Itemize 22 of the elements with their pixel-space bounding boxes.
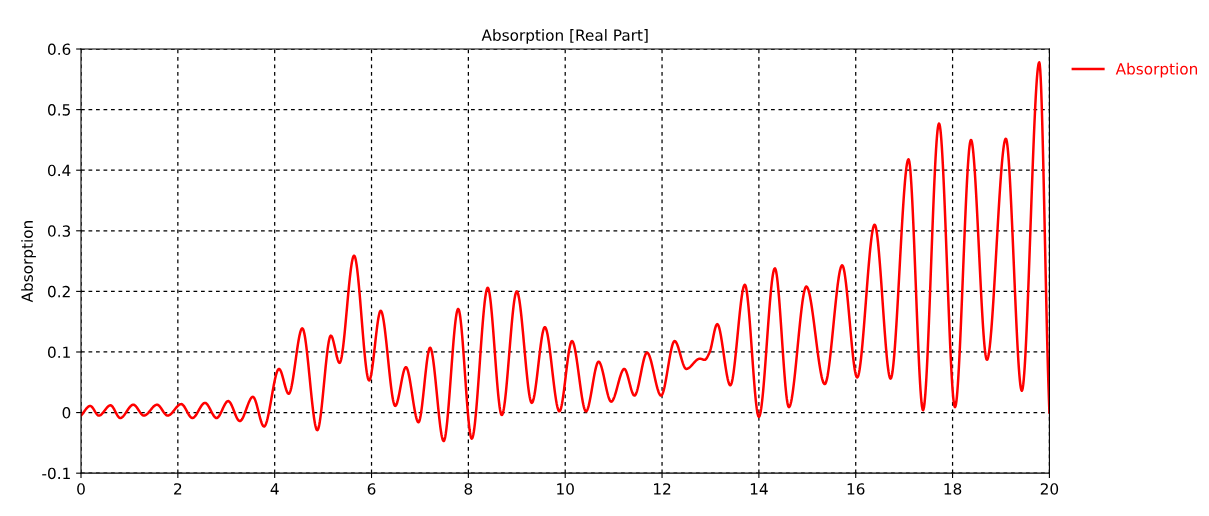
y-axis-title: Absorption [21, 221, 36, 303]
y-tick-label: 0.1 [47, 346, 70, 359]
x-tick-label: 0 [77, 483, 85, 495]
y-tick-label: -0.1 [42, 467, 70, 480]
legend-label: Absorption [1115, 62, 1198, 78]
y-tick-label: 0.6 [47, 43, 71, 56]
y-tick-label: 0 [62, 407, 71, 419]
x-tick-label: 16 [847, 483, 865, 495]
x-tick-label: 8 [464, 483, 473, 495]
x-tick-label: 2 [174, 483, 182, 495]
chart-title: Absorption [Real Part] [481, 29, 648, 44]
y-tick-label: 0.2 [47, 285, 70, 298]
y-tick-label: 0.4 [47, 164, 71, 177]
x-tick-label: 10 [557, 483, 574, 495]
x-tick-label: 18 [944, 483, 962, 495]
x-tick-label: 6 [367, 483, 376, 495]
y-tick-label: 0.5 [47, 104, 70, 116]
y-tick-label: 0.3 [47, 225, 71, 237]
x-tick-label: 20 [1040, 483, 1059, 495]
x-tick-label: 14 [750, 483, 768, 495]
x-tick-label: 12 [654, 483, 671, 495]
x-tick-label: 4 [270, 483, 279, 495]
